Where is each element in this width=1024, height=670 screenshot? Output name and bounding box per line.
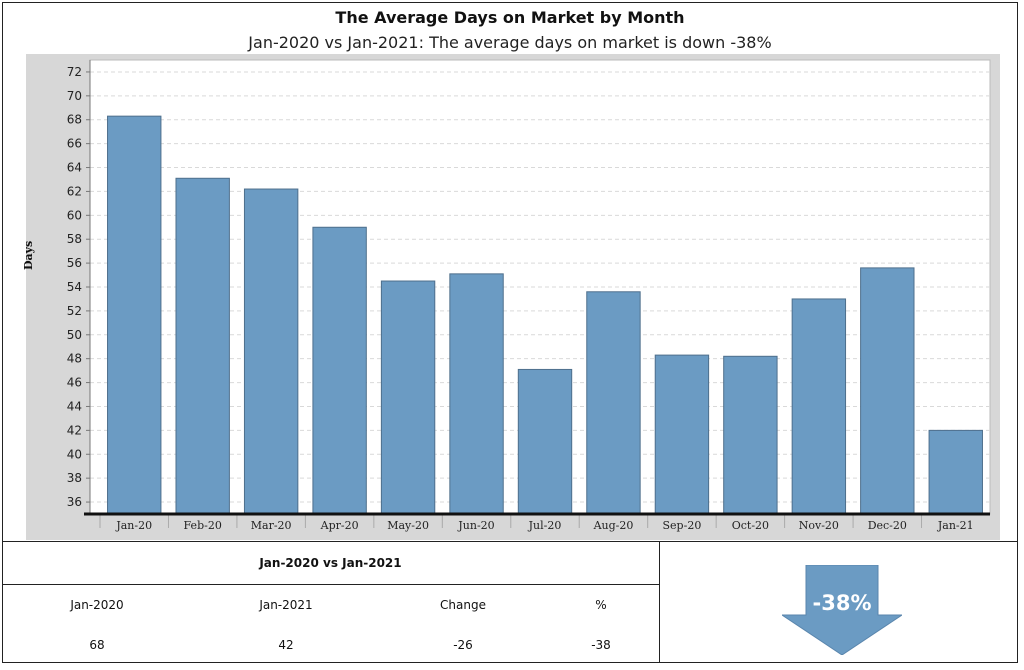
y-tick-label: 52 bbox=[67, 304, 82, 318]
table-header-jan-2020: Jan-2020 bbox=[70, 598, 124, 612]
table-value-jan-2021: 42 bbox=[278, 638, 294, 652]
bar bbox=[654, 354, 710, 515]
bar bbox=[723, 355, 778, 515]
y-tick-label: 36 bbox=[67, 495, 82, 509]
report-frame bbox=[2, 2, 1018, 663]
x-tick-label: Aug-20 bbox=[593, 519, 634, 532]
y-tick-label: 58 bbox=[67, 232, 82, 246]
y-tick-label: 46 bbox=[67, 376, 82, 390]
x-tick-label: Jun-20 bbox=[457, 519, 494, 532]
x-tick-label: May-20 bbox=[387, 519, 429, 532]
table-header-change: Change bbox=[440, 598, 486, 612]
table-header-percent: % bbox=[595, 598, 607, 612]
y-tick-label: 44 bbox=[67, 399, 82, 413]
x-tick-label: Jul-20 bbox=[528, 519, 562, 532]
chart-subtitle: Jan-2020 vs Jan-2021: The average days o… bbox=[248, 33, 772, 52]
bar bbox=[928, 429, 983, 515]
bar bbox=[517, 368, 573, 515]
y-tick-label: 42 bbox=[67, 423, 82, 437]
y-tick-label: 38 bbox=[67, 471, 82, 485]
y-tick-label: 50 bbox=[67, 328, 82, 342]
bar bbox=[175, 177, 230, 515]
section-divider bbox=[2, 541, 1018, 542]
x-tick-label: Jan-20 bbox=[115, 519, 152, 532]
bar bbox=[312, 226, 367, 515]
x-tick-label: Dec-20 bbox=[868, 519, 907, 532]
y-axis-label: Days bbox=[22, 240, 35, 270]
y-tick-label: 68 bbox=[67, 113, 82, 127]
bar bbox=[860, 267, 915, 515]
x-tick-label: Feb-20 bbox=[184, 519, 222, 532]
bar bbox=[107, 115, 162, 515]
y-tick-label: 72 bbox=[67, 65, 82, 79]
bar bbox=[380, 280, 436, 515]
x-tick-label: Jan-21 bbox=[937, 519, 974, 532]
y-tick-label: 62 bbox=[67, 184, 82, 198]
y-tick-label: 48 bbox=[67, 352, 82, 366]
y-tick-label: 64 bbox=[67, 161, 82, 175]
bar bbox=[791, 298, 847, 515]
x-tick-label: Nov-20 bbox=[799, 519, 839, 532]
x-tick-label: Apr-20 bbox=[320, 519, 359, 532]
table-value-jan-2020: 68 bbox=[89, 638, 105, 652]
percent-change-label: -38% bbox=[812, 591, 872, 615]
y-tick-label: 40 bbox=[67, 447, 82, 461]
x-tick-label: Sep-20 bbox=[663, 519, 702, 532]
chart-title: The Average Days on Market by Month bbox=[335, 8, 685, 27]
x-tick-label: Mar-20 bbox=[251, 519, 292, 532]
y-tick-label: 70 bbox=[67, 89, 82, 103]
table-divider bbox=[659, 541, 660, 663]
bar bbox=[449, 273, 504, 515]
table-value-percent: -38 bbox=[591, 638, 611, 652]
bar bbox=[586, 291, 641, 515]
table-value-change: -26 bbox=[453, 638, 473, 652]
y-tick-label: 54 bbox=[67, 280, 82, 294]
x-tick-label: Oct-20 bbox=[732, 519, 769, 532]
down-arrow-icon bbox=[780, 564, 904, 656]
y-tick-label: 56 bbox=[67, 256, 82, 270]
y-tick-label: 66 bbox=[67, 137, 82, 151]
table-header-jan-2021: Jan-2021 bbox=[259, 598, 313, 612]
y-tick-label: 60 bbox=[67, 208, 82, 222]
bar bbox=[243, 188, 299, 515]
comparison-table-heading: Jan-2020 vs Jan-2021 bbox=[259, 556, 402, 570]
down-arrow-indicator: -38% bbox=[780, 564, 904, 656]
table-heading-divider bbox=[2, 584, 659, 585]
bar-chart: 36 38 40 42 44 46 48 50 52 54 56 58 60 62 64 66 68 70 72 Ja… bbox=[67, 59, 991, 532]
